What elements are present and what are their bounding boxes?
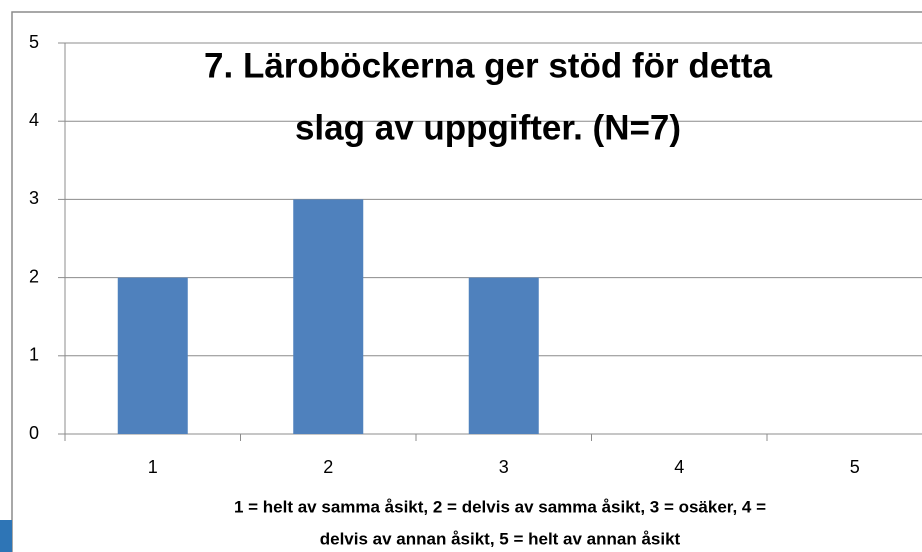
x-tick-label: 5 <box>850 457 860 477</box>
y-tick-label: 5 <box>29 32 39 52</box>
bar <box>117 277 188 434</box>
x-tick-label: 4 <box>674 457 684 477</box>
x-tick-label: 2 <box>323 457 333 477</box>
x-axis-label: delvis av annan åsikt, 5 = helt av annan… <box>320 529 681 548</box>
x-axis-label: 1 = helt av samma åsikt, 2 = delvis av s… <box>234 497 766 516</box>
bar <box>468 277 539 434</box>
x-tick-label: 3 <box>499 457 509 477</box>
x-tick-label: 1 <box>148 457 158 477</box>
bar <box>293 199 364 434</box>
y-tick-label: 3 <box>29 188 39 208</box>
y-tick-label: 4 <box>29 110 39 130</box>
y-tick-label: 2 <box>29 266 39 286</box>
y-tick-label: 0 <box>29 423 39 443</box>
y-tick-label: 1 <box>29 345 39 365</box>
corner-decoration <box>0 520 12 552</box>
chart-frame <box>11 11 922 552</box>
chart-title: 7. Läroböckerna ger stöd för detta <box>204 46 772 85</box>
chart-title: slag av uppgifter. (N=7) <box>295 108 681 147</box>
